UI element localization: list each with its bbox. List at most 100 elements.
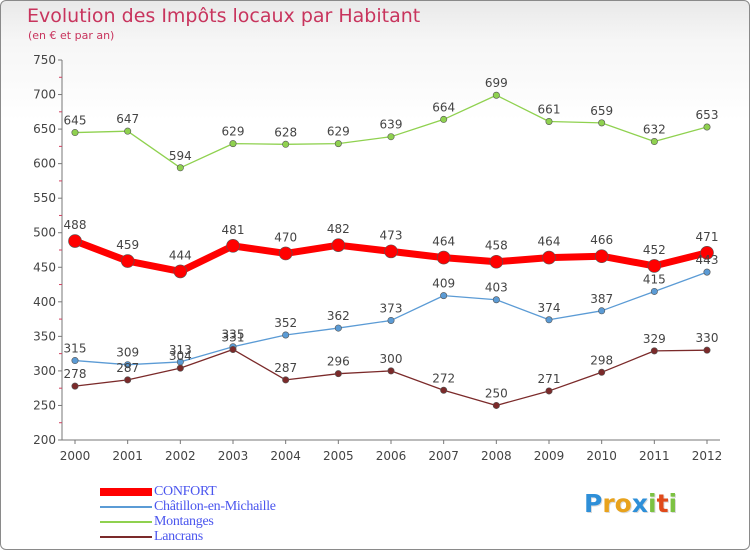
data-label-montanges: 629 (327, 125, 350, 139)
chart-title: Evolution des Impôts locaux par Habitant (27, 5, 421, 27)
data-label-montanges: 628 (274, 125, 297, 139)
data-point-montanges (492, 91, 500, 99)
data-label-confort: 464 (538, 235, 561, 249)
logo-letter: t (656, 489, 669, 518)
data-point-montanges (176, 164, 184, 172)
data-label-lancrans: 329 (643, 332, 666, 346)
y-tick-label: 450 (33, 260, 56, 274)
data-label-montanges: 699 (485, 76, 508, 90)
data-label-montanges: 659 (590, 104, 613, 118)
data-label-confort: 470 (274, 230, 297, 244)
x-tick-label: 2006 (376, 449, 407, 463)
x-tick-label: 2001 (112, 449, 143, 463)
data-label-confort: 482 (327, 222, 350, 236)
y-tick-label: 200 (33, 433, 56, 447)
data-label-chatillon-en-michaille: 309 (116, 346, 139, 360)
data-label-lancrans: 300 (380, 352, 403, 366)
legend-swatch (100, 506, 152, 508)
data-label-montanges: 661 (538, 102, 561, 116)
data-label-montanges: 629 (222, 125, 245, 139)
data-point-confort (173, 264, 188, 279)
data-label-chatillon-en-michaille: 362 (327, 309, 350, 323)
data-label-lancrans: 271 (538, 372, 561, 386)
data-point-confort (278, 246, 293, 261)
y-tick-label: 300 (33, 364, 56, 378)
y-tick-label: 500 (33, 226, 56, 240)
data-label-chatillon-en-michaille: 409 (432, 277, 455, 291)
y-tick-label: 350 (33, 329, 56, 343)
x-tick-label: 2003 (218, 449, 249, 463)
data-point-lancrans (124, 376, 132, 384)
data-point-chatillon-en-michaille (124, 361, 132, 369)
data-label-chatillon-en-michaille: 373 (380, 301, 403, 315)
data-label-chatillon-en-michaille: 374 (538, 301, 561, 315)
data-label-chatillon-en-michaille: 415 (643, 272, 666, 286)
data-label-lancrans: 287 (116, 361, 139, 375)
legend-label: CONFORT (154, 484, 217, 499)
data-label-confort: 481 (222, 223, 245, 237)
data-label-lancrans: 304 (169, 349, 192, 363)
logo-letter: P (584, 489, 603, 518)
data-label-lancrans: 287 (274, 361, 297, 375)
data-point-lancrans (492, 401, 500, 409)
y-tick-label: 250 (33, 398, 56, 412)
data-label-lancrans: 331 (222, 330, 245, 344)
logo-letter: i (648, 489, 657, 518)
legend-swatch (100, 488, 152, 496)
data-label-montanges: 594 (169, 149, 192, 163)
data-point-montanges (545, 117, 553, 125)
y-tick-label: 600 (33, 157, 56, 171)
data-point-lancrans (282, 376, 290, 384)
logo-letter: x (631, 489, 648, 518)
data-point-montanges (334, 140, 342, 148)
data-label-chatillon-en-michaille: 443 (696, 253, 719, 267)
data-label-confort: 488 (64, 218, 87, 232)
legend-label: Montanges (154, 514, 214, 529)
data-label-montanges: 647 (116, 112, 139, 126)
data-label-confort: 464 (432, 235, 455, 249)
data-point-chatillon-en-michaille (650, 287, 658, 295)
data-point-confort (700, 245, 714, 260)
data-label-confort: 473 (380, 228, 403, 242)
data-label-chatillon-en-michaille: 387 (590, 292, 613, 306)
data-label-confort: 452 (643, 243, 666, 257)
data-point-lancrans (440, 386, 448, 394)
logo-letter: r (602, 489, 615, 518)
data-label-confort: 471 (696, 230, 719, 244)
logo-letter: i (668, 489, 678, 518)
data-point-confort (489, 254, 504, 269)
legend-label: Châtillon-en-Michaille (154, 499, 276, 514)
y-tick-label: 750 (33, 53, 56, 67)
proxiti-logo: Proxiti (584, 489, 677, 518)
data-label-confort: 459 (116, 238, 139, 252)
data-point-lancrans (598, 368, 606, 376)
legend-swatch (100, 536, 152, 538)
data-label-chatillon-en-michaille: 315 (64, 342, 87, 356)
data-point-chatillon-en-michaille (71, 357, 79, 365)
x-tick-label: 2002 (165, 449, 196, 463)
data-label-lancrans: 250 (485, 386, 508, 400)
data-point-montanges (598, 119, 606, 127)
data-label-montanges: 645 (64, 114, 87, 128)
data-label-confort: 444 (169, 248, 192, 262)
data-label-chatillon-en-michaille: 403 (485, 281, 508, 295)
data-point-confort (542, 250, 556, 265)
data-point-lancrans (545, 387, 553, 395)
data-point-montanges (650, 138, 658, 146)
legend-swatch (100, 521, 152, 523)
data-label-montanges: 639 (380, 118, 403, 132)
data-label-lancrans: 296 (327, 355, 350, 369)
data-point-confort (647, 259, 662, 273)
data-point-lancrans (650, 347, 658, 355)
data-point-montanges (71, 129, 79, 137)
data-label-confort: 466 (590, 233, 613, 247)
data-point-confort (594, 249, 609, 264)
data-point-lancrans (387, 367, 395, 375)
legend-label: Lancrans (154, 529, 203, 544)
x-tick-label: 2011 (639, 449, 670, 463)
data-label-chatillon-en-michaille: 335 (222, 328, 245, 342)
data-point-montanges (229, 140, 237, 148)
data-point-montanges (703, 123, 711, 131)
data-point-confort (68, 234, 82, 248)
